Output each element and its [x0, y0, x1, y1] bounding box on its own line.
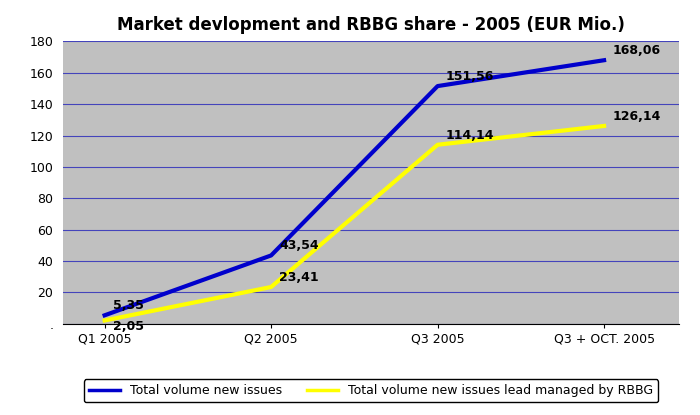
Total volume new issues lead managed by RBBG	[267, 285, 275, 290]
Text: 2,05: 2,05	[113, 320, 144, 333]
Text: 168,06: 168,06	[612, 44, 661, 57]
Text: 5,35: 5,35	[113, 299, 144, 312]
Text: 43,54: 43,54	[279, 239, 319, 252]
Text: 151,56: 151,56	[446, 70, 494, 83]
Total volume new issues	[600, 58, 608, 63]
Total volume new issues lead managed by RBBG	[100, 318, 108, 323]
Line: Total volume new issues lead managed by RBBG: Total volume new issues lead managed by …	[104, 126, 604, 320]
Total volume new issues	[267, 253, 275, 258]
Total volume new issues	[100, 313, 108, 318]
Title: Market devlopment and RBBG share - 2005 (EUR Mio.): Market devlopment and RBBG share - 2005 …	[117, 16, 625, 34]
Total volume new issues	[433, 83, 442, 88]
Line: Total volume new issues: Total volume new issues	[104, 60, 604, 315]
Text: 126,14: 126,14	[612, 110, 661, 123]
Legend: Total volume new issues, Total volume new issues lead managed by RBBG: Total volume new issues, Total volume ne…	[83, 379, 659, 402]
Total volume new issues lead managed by RBBG	[433, 142, 442, 147]
Text: 23,41: 23,41	[279, 271, 319, 284]
Total volume new issues lead managed by RBBG	[600, 123, 608, 128]
Text: 114,14: 114,14	[446, 129, 494, 142]
